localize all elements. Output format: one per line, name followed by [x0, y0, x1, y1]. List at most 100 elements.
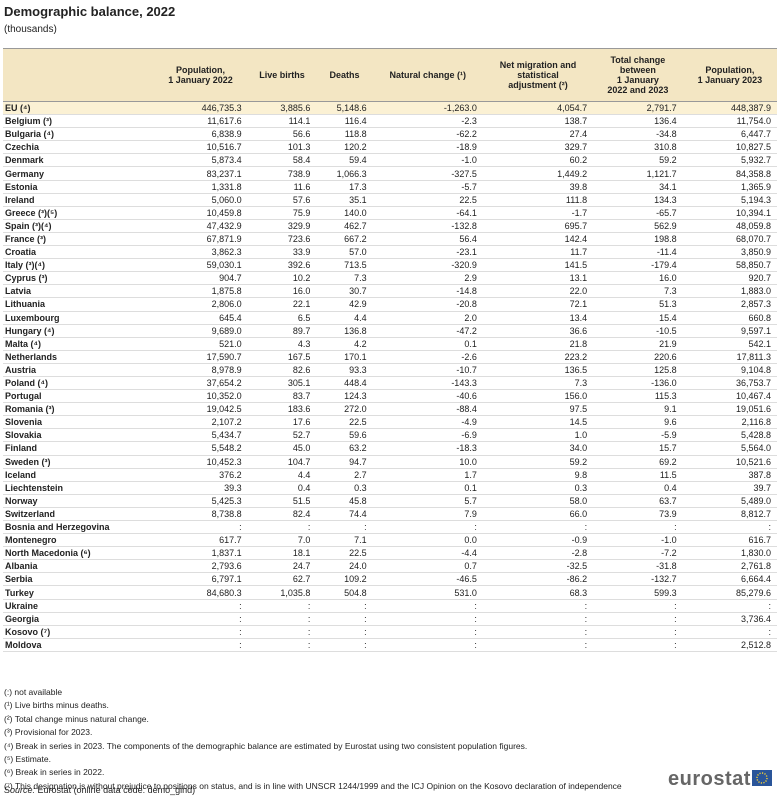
cell: 22.5	[316, 415, 373, 430]
country-cell: Kosovo (⁷)	[3, 624, 154, 639]
cell: 1,121.7	[593, 166, 683, 181]
cell: -23.1	[372, 245, 483, 260]
cell: 920.7	[682, 271, 777, 286]
row: Portugal 10,352.0 83.7 124.3 -40.6 156.0 115.3…	[3, 389, 777, 404]
cell: 2,761.8	[682, 559, 777, 574]
cell: 62.7	[247, 572, 317, 587]
cell: 63.2	[316, 441, 373, 456]
cell: :	[372, 612, 483, 626]
cell: :	[593, 599, 683, 613]
cell: 45.0	[247, 441, 317, 456]
cell: 39.8	[482, 180, 594, 194]
cell: -320.9	[372, 258, 483, 273]
cell: 30.7	[316, 284, 373, 299]
cell: 22.5	[372, 193, 483, 207]
cell: -143.3	[372, 376, 483, 391]
cell: 660.8	[682, 311, 777, 325]
country-cell: Poland (⁴)	[3, 376, 154, 391]
cell: 136.4	[593, 114, 683, 129]
row: Bosnia and Herzegovina:::::::	[3, 519, 777, 535]
cell: :	[482, 599, 594, 613]
row: Finland 5,548.2 45.0 63.2 -18.3 34.0 15.7 5,564…	[3, 441, 777, 456]
row: Poland (⁴) 37,654.2 305.1 448.4 -143.3 7.3 -13…	[3, 376, 777, 391]
cell: 1,837.1	[153, 546, 248, 561]
cell: 1.0	[482, 428, 594, 443]
row: Latvia 1,875.8 16.0 30.7 -14.8 22.0 7.3 1,883.0	[3, 284, 777, 299]
cell: 124.3	[316, 389, 373, 404]
cell: -11.4	[593, 245, 683, 260]
cell: 0.1	[372, 481, 483, 495]
cell: 7.9	[372, 507, 483, 522]
row: Serbia 6,797.1 62.7 109.2 -46.5 -86.2 -132.7 6,…	[3, 572, 777, 587]
cell: 9,689.0	[153, 324, 248, 338]
cell: :	[593, 612, 683, 626]
cell: 93.3	[316, 363, 373, 377]
cell: -18.3	[372, 441, 483, 456]
cell: -10.5	[593, 324, 683, 338]
cell: 4.3	[247, 337, 317, 351]
source-label: Source:	[4, 785, 36, 795]
cell: -1.7	[482, 206, 594, 220]
cell: 118.8	[316, 127, 373, 142]
cell: 310.8	[593, 140, 683, 155]
cell: 140.0	[316, 206, 373, 220]
header-cell: Deaths	[316, 48, 373, 102]
cell: 10,452.3	[153, 455, 248, 469]
cell: -5.7	[372, 180, 483, 194]
cell: 3,862.3	[153, 245, 248, 260]
cell: 17,811.3	[682, 350, 777, 364]
row: Czechia 10,516.7 101.3 120.2 -18.9 329.7 310.8…	[3, 140, 777, 155]
cell: 11.6	[247, 180, 317, 194]
row: Montenegro 617.7 7.0 7.1 0.0 -0.9 -1.0 616.7	[3, 533, 777, 548]
row: Belgium (³) 11,617.6 114.1 116.4 -2.3 138.7 13…	[3, 114, 777, 129]
cell: 3,885.6	[247, 101, 317, 116]
cell: 37,654.2	[153, 376, 248, 391]
cell: 1,883.0	[682, 284, 777, 299]
cell: 9,597.1	[682, 324, 777, 338]
cell: 2,806.0	[153, 297, 248, 312]
cell: 5,873.4	[153, 153, 248, 168]
country-cell: Malta (⁴)	[3, 337, 154, 351]
row: Malta (⁴) 521.0 4.3 4.2 0.1 21.8 21.9 542.1	[3, 337, 777, 351]
cell: 8,738.8	[153, 507, 248, 522]
cell: -132.7	[593, 572, 683, 587]
country-cell: Italy (³)(⁴)	[3, 258, 154, 273]
country-cell: Denmark	[3, 153, 154, 168]
cell: 904.7	[153, 271, 248, 286]
row: Bulgaria (⁴) 6,838.9 56.6 118.8 -62.2 27.4 -34…	[3, 127, 777, 142]
cell: 0.3	[482, 481, 594, 495]
cell: 617.7	[153, 533, 248, 548]
cell: -136.0	[593, 376, 683, 391]
cell: 17.6	[247, 415, 317, 430]
country-cell: France (³)	[3, 232, 154, 247]
title: Demographic balance, 2022	[4, 4, 176, 19]
logo-text: eurostat	[668, 768, 751, 790]
cell: 10.0	[372, 455, 483, 469]
cell: 27.4	[482, 127, 594, 142]
cell: :	[372, 624, 483, 639]
row: Georgia::::::3,736.4	[3, 612, 777, 626]
cell: 667.2	[316, 232, 373, 247]
cell: -18.9	[372, 140, 483, 155]
country-cell: Croatia	[3, 245, 154, 260]
cell: 94.7	[316, 455, 373, 469]
cell: 616.7	[682, 533, 777, 548]
cell: 22.5	[316, 546, 373, 561]
row: Slovakia 5,434.7 52.7 59.6 -6.9 1.0 -5.9 5,428.…	[3, 428, 777, 443]
country-cell: Sweden (³)	[3, 455, 154, 469]
cell: 18.1	[247, 546, 317, 561]
country-cell: Slovenia	[3, 415, 154, 430]
country-cell: Bulgaria (⁴)	[3, 127, 154, 142]
row: Switzerland 8,738.8 82.4 74.4 7.9 66.0 73.9 8,8…	[3, 507, 777, 522]
cell: 5,194.3	[682, 193, 777, 207]
cell: :	[593, 624, 683, 639]
cell: 5,060.0	[153, 193, 248, 207]
footnote: (⁶) Break in series in 2022.	[4, 767, 105, 778]
cell: 136.5	[482, 363, 594, 377]
country-cell: Ukraine	[3, 599, 154, 613]
row: Greece (³)(⁵) 10,459.8 75.9 140.0 -64.1 -1.7-…	[3, 206, 777, 220]
cell: -88.4	[372, 402, 483, 417]
source: Source: Eurostat (online data code: demo…	[4, 785, 195, 795]
footnote: (⁵) Estimate.	[4, 754, 51, 765]
row: Kosovo (⁷):::::::	[3, 624, 777, 639]
